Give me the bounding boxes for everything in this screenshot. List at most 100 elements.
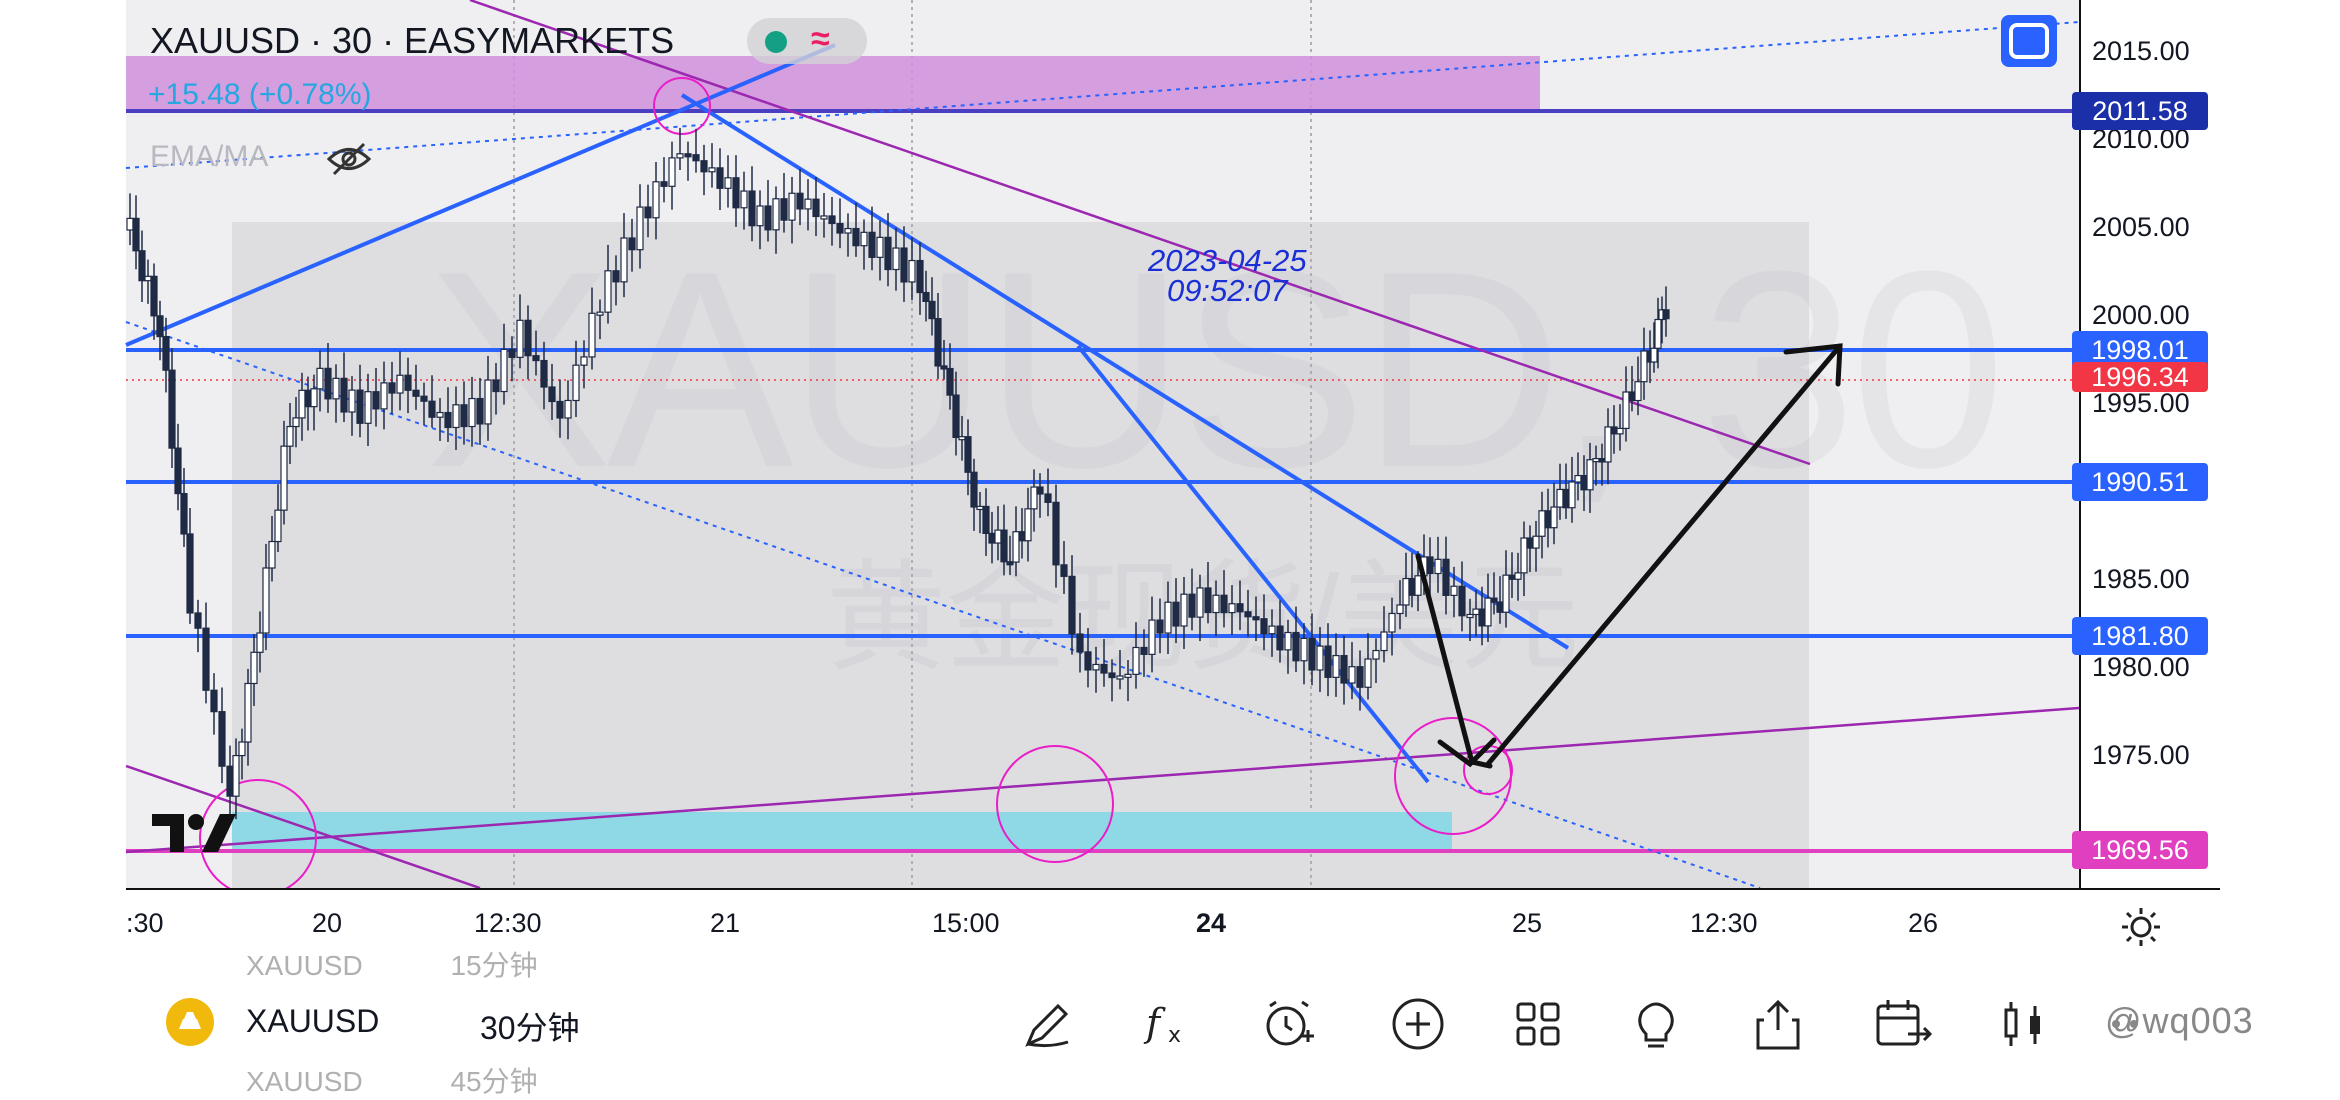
timestamp-annotation: 2023-04-25 09:52:07 — [1148, 243, 1307, 308]
candle-body — [298, 389, 306, 419]
candle-body — [1526, 537, 1534, 549]
interval-picker[interactable]: 30分钟 — [480, 1010, 580, 1046]
candle-body — [780, 198, 788, 221]
symbol-picker-prev[interactable]: XAUUSD 15分钟 — [246, 944, 538, 984]
fullscreen-button[interactable] — [2001, 15, 2057, 67]
candle-body — [1538, 510, 1546, 537]
ideas-bulb-icon[interactable] — [1628, 996, 1684, 1052]
price-tick: 1995.00 — [2092, 388, 2190, 418]
candle-body — [256, 632, 264, 653]
more-icon[interactable] — [2106, 996, 2162, 1052]
price-badge-last: 1996.34 — [2072, 362, 2208, 392]
candle-body — [388, 382, 396, 394]
candle-body — [1164, 601, 1172, 634]
candle-body — [1052, 501, 1060, 566]
symbol-picker-next[interactable]: XAUUSD 45分钟 — [246, 1060, 538, 1100]
draw-pen-icon[interactable] — [1020, 996, 1076, 1052]
candle-body — [976, 505, 984, 511]
candle-body — [1284, 631, 1292, 651]
add-icon[interactable] — [1390, 996, 1446, 1052]
market-status-pill[interactable]: ≈ — [747, 18, 867, 64]
settings-sun-icon[interactable] — [2120, 906, 2162, 948]
layouts-grid-icon[interactable] — [1510, 996, 1566, 1052]
candle-body — [1092, 663, 1100, 671]
candle-body — [708, 167, 716, 173]
candle-body — [636, 206, 644, 251]
price-tick: 1980.00 — [2092, 652, 2190, 682]
candle-body — [716, 167, 724, 189]
candle-body — [644, 206, 652, 219]
wave-icon: ≈ — [811, 20, 830, 58]
symbol-picker[interactable]: XAUUSD — [246, 1003, 380, 1039]
candle-body — [138, 250, 146, 282]
candle-body — [900, 247, 908, 283]
candle-body — [1292, 631, 1300, 662]
candle-body — [210, 689, 218, 713]
candle-body — [1490, 597, 1498, 603]
candle-body — [1300, 637, 1308, 662]
candle-body — [310, 388, 318, 408]
candle-body — [1000, 529, 1008, 563]
candle-body — [1100, 663, 1108, 674]
candle-body — [286, 425, 294, 447]
projection-arrows — [1415, 343, 1843, 769]
candle-body — [250, 651, 258, 685]
time-tick: 15:00 — [932, 908, 1000, 938]
indicator-label[interactable]: EMA/MA — [150, 140, 269, 173]
time-axis[interactable] — [126, 888, 2220, 960]
candle-body — [340, 377, 348, 413]
candle-body — [1408, 577, 1416, 596]
next-symbol: XAUUSD — [246, 1066, 363, 1097]
candle-body — [1556, 488, 1564, 508]
candle-body — [174, 447, 182, 495]
candle-body — [572, 364, 580, 402]
candle-body — [316, 367, 324, 390]
eye-hidden-icon[interactable] — [326, 140, 372, 178]
candle-body — [732, 177, 740, 209]
candle-body — [1324, 645, 1332, 678]
chart-drawings[interactable] — [0, 0, 2079, 888]
replay-calendar-icon[interactable] — [1874, 996, 1934, 1052]
price-tick: 1975.00 — [2092, 740, 2190, 770]
candle-body — [1634, 381, 1642, 402]
candle-body — [324, 367, 332, 400]
grid-lines — [513, 0, 1312, 888]
chart-type-candles-icon[interactable] — [1996, 996, 2052, 1052]
candle-body — [280, 445, 288, 511]
candle-body — [860, 231, 868, 247]
candle-body — [364, 391, 372, 424]
candle-body — [508, 348, 516, 358]
candle-body — [1044, 493, 1052, 503]
candle-body — [1024, 508, 1032, 542]
candle-body — [748, 190, 756, 227]
candle-body — [548, 386, 556, 403]
candle-body — [1466, 613, 1474, 619]
candle-body — [1172, 601, 1180, 627]
candle-body — [1402, 577, 1410, 606]
indicators-fx-icon[interactable]: f x — [1140, 996, 1196, 1052]
candle-body — [970, 471, 978, 508]
share-icon[interactable] — [1750, 996, 1806, 1052]
svg-text:f: f — [1143, 1001, 1166, 1045]
candle-body — [1180, 593, 1188, 627]
candle-body — [1036, 486, 1044, 495]
candle-body — [820, 215, 828, 220]
alert-add-icon[interactable] — [1262, 996, 1318, 1052]
candle-body — [628, 237, 636, 251]
candle-body — [150, 275, 158, 317]
candle-body — [396, 374, 404, 394]
candle-body — [1650, 347, 1658, 363]
candle-body — [1562, 488, 1570, 509]
symbol-title[interactable]: XAUUSD · 30 · EASYMARKETS — [150, 20, 675, 61]
candle-body — [468, 397, 476, 428]
candle-body — [1068, 575, 1076, 635]
candle-body — [908, 259, 916, 283]
time-tick: 20 — [312, 908, 343, 938]
candle-body — [836, 222, 844, 234]
candle-body — [764, 205, 772, 231]
candle-body — [332, 377, 340, 400]
price-axis[interactable] — [2079, 0, 2222, 888]
candle-body — [1574, 474, 1582, 483]
candles — [126, 127, 1670, 820]
candle-body — [556, 400, 564, 419]
